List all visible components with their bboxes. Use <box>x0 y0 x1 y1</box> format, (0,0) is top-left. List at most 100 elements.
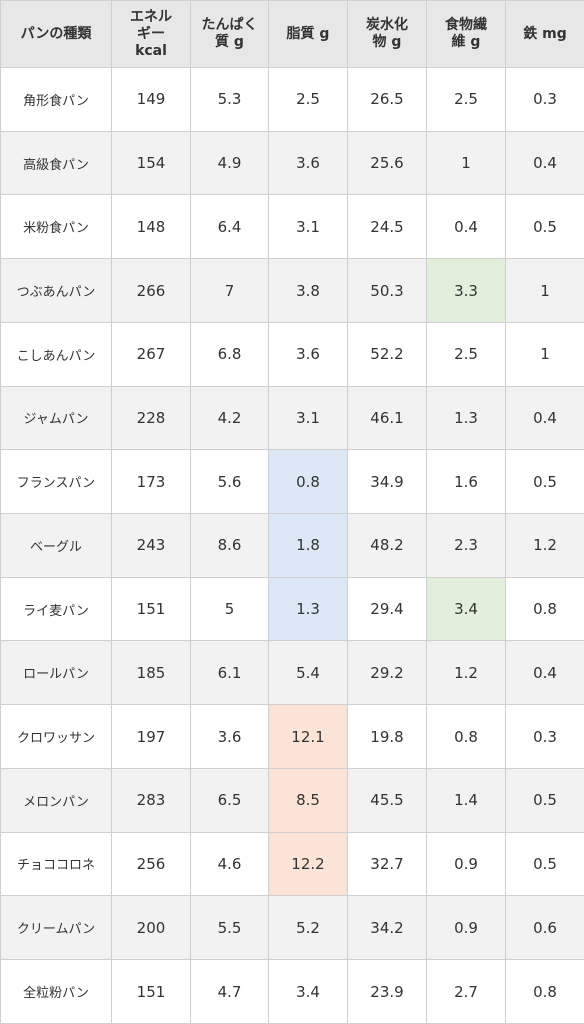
value-cell: 6.1 <box>190 640 269 706</box>
bread-name: ライ麦パン <box>0 576 112 642</box>
value-cell: 24.5 <box>347 194 427 260</box>
header-cell: 炭水化物 g <box>347 0 427 68</box>
bread-name: クロワッサン <box>0 704 112 769</box>
value-cell: 0.8 <box>505 959 584 1024</box>
header-text: たんぱく <box>201 17 258 33</box>
value-cell: 151 <box>111 576 191 642</box>
value-cell: 1.8 <box>268 513 348 578</box>
value-cell: 3.1 <box>268 194 348 260</box>
bread-name: こしあんパン <box>0 321 112 387</box>
header-text: ギー <box>137 25 165 42</box>
table-body: 角形食パン 149 5.3 2.5 26.5 2.5 0.3 高級食パン 154 4.9 3.6 25… <box>0 67 584 1024</box>
value-cell: 26.5 <box>347 67 427 132</box>
value-cell: 25.6 <box>347 130 427 196</box>
table-row: クリームパン 200 5.5 5.2 34.2 0.9 0.6 <box>0 895 584 961</box>
table-row: クロワッサン 197 3.6 12.1 19.8 0.8 0.3 <box>0 704 584 769</box>
value-cell: 1.2 <box>426 640 506 706</box>
header-cell: エネル ギー kcal <box>111 0 191 68</box>
bread-name: メロンパン <box>0 767 112 833</box>
bread-name: チョココロネ <box>0 831 112 897</box>
value-cell: 19.8 <box>347 704 427 769</box>
bread-name: 米粉食パン <box>0 194 112 260</box>
value-cell: 32.7 <box>347 831 427 897</box>
table-row: ジャムパン 228 4.2 3.1 46.1 1.3 0.4 <box>0 385 584 451</box>
value-cell: 5.5 <box>190 895 269 961</box>
value-cell: 0.6 <box>505 895 584 961</box>
value-cell: 8.6 <box>190 513 269 578</box>
bread-name: フランスパン <box>0 449 112 515</box>
table-row: フランスパン 173 5.6 0.8 34.9 1.6 0.5 <box>0 449 584 515</box>
header-text: 質 g <box>215 34 244 50</box>
bread-name: 角形食パン <box>0 67 112 132</box>
table-row: チョココロネ 256 4.6 12.2 32.7 0.9 0.5 <box>0 831 584 897</box>
bread-name: 全粒粉パン <box>0 959 112 1024</box>
value-cell: 12.2 <box>268 831 348 897</box>
value-cell: 7 <box>190 258 269 323</box>
bread-name: 高級食パン <box>0 130 112 196</box>
value-cell: 0.8 <box>426 704 506 769</box>
value-cell: 46.1 <box>347 385 427 451</box>
value-cell: 0.5 <box>505 449 584 515</box>
header-text: 食物繊 <box>445 17 487 33</box>
value-cell: 283 <box>111 767 191 833</box>
value-cell: 197 <box>111 704 191 769</box>
table-row: こしあんパン 267 6.8 3.6 52.2 2.5 1 <box>0 321 584 387</box>
value-cell: 0.9 <box>426 895 506 961</box>
value-cell: 151 <box>111 959 191 1024</box>
value-cell: 4.6 <box>190 831 269 897</box>
header-cell: 食物繊維 g <box>426 0 506 68</box>
value-cell: 266 <box>111 258 191 323</box>
value-cell: 1.2 <box>505 513 584 578</box>
value-cell: 0.3 <box>505 67 584 132</box>
header-text: エネル <box>130 8 172 25</box>
header-text: 物 g <box>372 34 402 50</box>
header-text: パンの種類 <box>20 25 92 42</box>
table-row: ロールパン 185 6.1 5.4 29.2 1.2 0.4 <box>0 640 584 706</box>
value-cell: 1 <box>426 130 506 196</box>
value-cell: 3.8 <box>268 258 348 323</box>
value-cell: 1 <box>505 321 584 387</box>
table-row: 角形食パン 149 5.3 2.5 26.5 2.5 0.3 <box>0 67 584 132</box>
value-cell: 3.6 <box>268 130 348 196</box>
value-cell: 185 <box>111 640 191 706</box>
value-cell: 0.4 <box>505 385 584 451</box>
value-cell: 0.5 <box>505 767 584 833</box>
value-cell: 0.8 <box>268 449 348 515</box>
header-text: 脂質 g <box>286 25 330 42</box>
value-cell: 173 <box>111 449 191 515</box>
header-cell: 脂質 g <box>268 0 348 68</box>
value-cell: 4.2 <box>190 385 269 451</box>
value-cell: 154 <box>111 130 191 196</box>
value-cell: 8.5 <box>268 767 348 833</box>
value-cell: 45.5 <box>347 767 427 833</box>
value-cell: 3.3 <box>426 258 506 323</box>
value-cell: 0.9 <box>426 831 506 897</box>
value-cell: 6.8 <box>190 321 269 387</box>
value-cell: 0.5 <box>505 831 584 897</box>
value-cell: 2.3 <box>426 513 506 578</box>
value-cell: 3.4 <box>268 959 348 1024</box>
value-cell: 5 <box>190 576 269 642</box>
value-cell: 267 <box>111 321 191 387</box>
table-row: 全粒粉パン 151 4.7 3.4 23.9 2.7 0.8 <box>0 959 584 1024</box>
value-cell: 50.3 <box>347 258 427 323</box>
value-cell: 0.5 <box>505 194 584 260</box>
value-cell: 4.7 <box>190 959 269 1024</box>
value-cell: 5.4 <box>268 640 348 706</box>
value-cell: 6.4 <box>190 194 269 260</box>
value-cell: 5.2 <box>268 895 348 961</box>
value-cell: 1 <box>505 258 584 323</box>
header-text: 炭水化 <box>366 17 408 33</box>
table-row: ベーグル 243 8.6 1.8 48.2 2.3 1.2 <box>0 513 584 578</box>
table-row: つぶあんパン 266 7 3.8 50.3 3.3 1 <box>0 258 584 323</box>
value-cell: 1.3 <box>268 576 348 642</box>
value-cell: 29.4 <box>347 576 427 642</box>
value-cell: 228 <box>111 385 191 451</box>
value-cell: 12.1 <box>268 704 348 769</box>
value-cell: 0.4 <box>505 640 584 706</box>
value-cell: 34.9 <box>347 449 427 515</box>
header-text: 維 g <box>451 34 481 50</box>
